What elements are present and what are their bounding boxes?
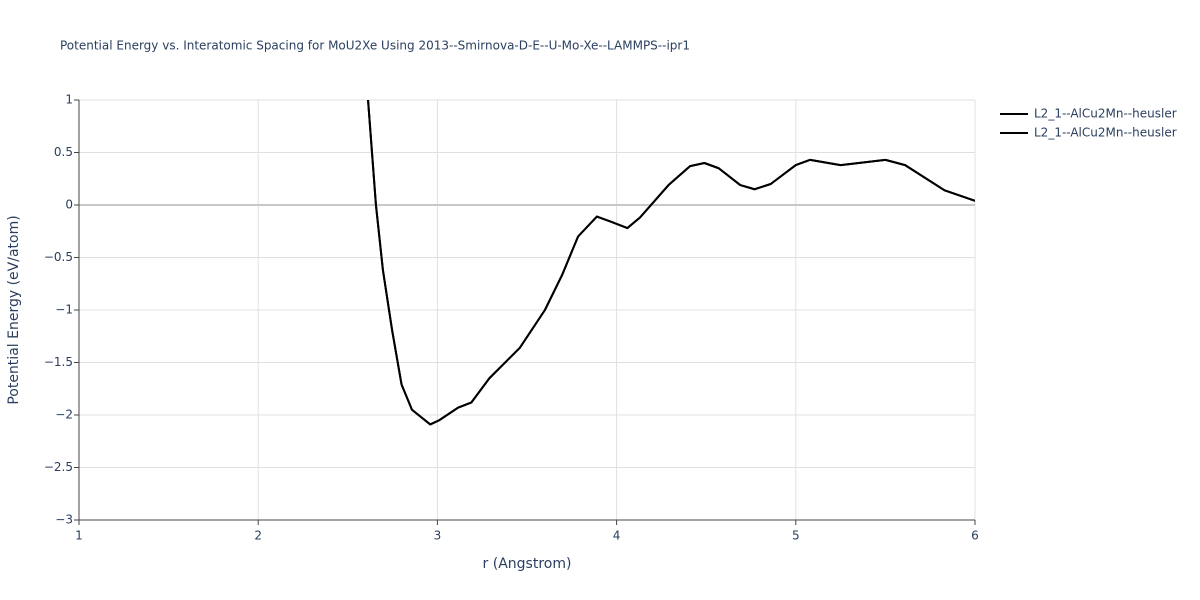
plot-area [367, 100, 975, 426]
y-tick-label: −2 [55, 408, 73, 422]
chart-title: Potential Energy vs. Interatomic Spacing… [60, 39, 690, 53]
x-axis-title: r (Angstrom) [483, 556, 572, 572]
y-tick-label: 0 [65, 198, 73, 212]
y-tick-label: −2.5 [44, 460, 73, 474]
y-tick-label: −0.5 [44, 250, 73, 264]
y-tick-label: 1 [65, 93, 73, 107]
grid: 1 2 3 4 5 6 −3 −2.5 −2 −1.5 −1 −0.5 0 0.5 1 [44, 93, 979, 543]
x-tick-label: 2 [254, 529, 262, 543]
y-tick-label: −1.5 [44, 355, 73, 369]
legend-label: L2_1--AlCu2Mn--heusler [1034, 126, 1177, 140]
y-tick-label: −3 [55, 513, 73, 527]
line-series [367, 100, 975, 426]
x-tick-label: 3 [434, 529, 442, 543]
line-series [367, 100, 975, 426]
legend: L2_1--AlCu2Mn--heusler L2_1--AlCu2Mn--heu… [1000, 107, 1177, 140]
y-tick-label: 0.5 [54, 145, 73, 159]
y-axis-title: Potential Energy (eV/atom) [6, 215, 22, 404]
x-tick-label: 4 [613, 529, 621, 543]
x-tick-label: 5 [792, 529, 800, 543]
y-tick-label: −1 [55, 303, 73, 317]
x-tick-label: 1 [75, 529, 83, 543]
legend-label: L2_1--AlCu2Mn--heusler [1034, 107, 1177, 121]
x-tick-label: 6 [971, 529, 979, 543]
